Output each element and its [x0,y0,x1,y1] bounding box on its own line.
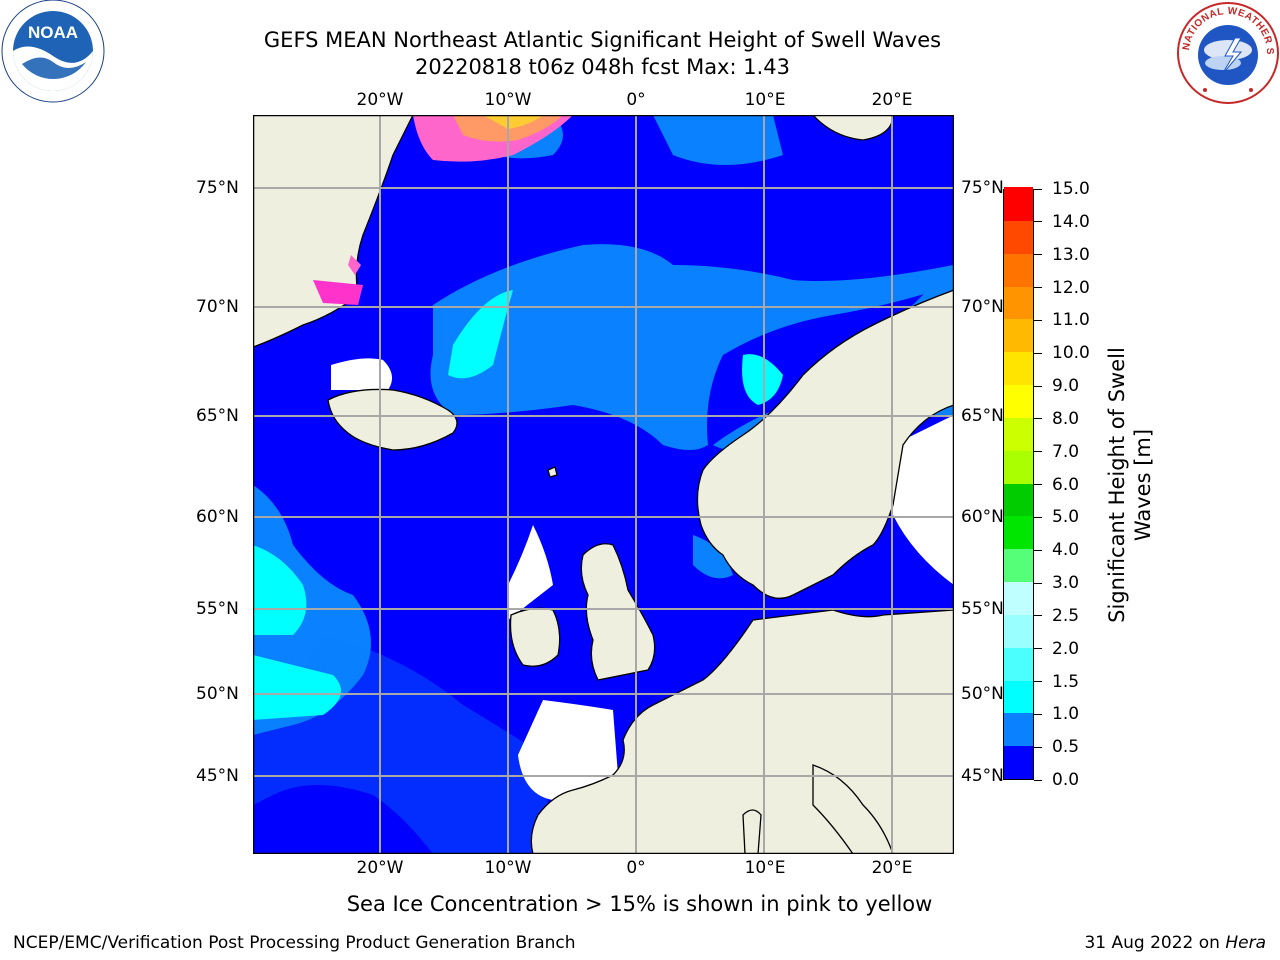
lat-label-left-45n: 45°N [196,766,239,786]
land-masses [253,115,954,854]
sea-ice-note: Sea Ice Concentration > 15% is shown in … [346,892,933,916]
colorbar-tick-label: 13.0 [1052,244,1090,265]
colorbar-tick [1034,681,1042,682]
colorbar-tick [1034,385,1042,387]
lat-label-left-50n: 50°N [196,684,239,704]
lon-label-bottom-20w: 20°W [356,858,404,878]
lon-label-bottom-10e: 10°E [744,858,786,878]
colorbar-segment [1004,515,1033,550]
colorbar-tick [1034,746,1042,748]
colorbar-segment [1004,187,1033,221]
lat-label-right-60n: 60°N [961,507,1004,527]
lat-label-left-65n: 65°N [196,406,239,426]
colorbar-tick-label: 0.5 [1052,737,1080,758]
lat-label-right-45n: 45°N [961,766,1004,786]
colorbar-tick [1034,615,1042,617]
colorbar-segment [1004,285,1033,320]
chart-title: GEFS MEAN Northeast Atlantic Significant… [263,28,942,52]
colorbar-tick [1034,484,1042,485]
colorbar-tick-label: 8.0 [1052,408,1080,429]
map-panel [252,114,955,855]
nws-logo-icon: NATIONAL WEATHER SERVICE [1171,0,1280,106]
colorbar-segment [1004,679,1033,714]
colorbar-tick-label: 1.0 [1052,704,1080,725]
colorbar-title: Significant Height of Swell Waves [m] [1105,347,1155,623]
noaa-logo-icon: NOAA [0,0,106,106]
lon-label-top-10e: 10°E [744,90,786,110]
lat-label-right-50n: 50°N [961,684,1004,704]
gridlines [253,115,954,854]
colorbar-segment [1004,581,1033,615]
lat-label-right-75n: 75°N [961,178,1004,198]
colorbar-tick-label: 2.5 [1052,605,1080,626]
colorbar-tick [1034,188,1042,190]
colorbar-tick-label: 11.0 [1052,310,1090,331]
lon-label-bottom-10w: 10°W [484,858,532,878]
colorbar-tick-label: 2.0 [1052,638,1080,659]
colorbar-tick-label: 9.0 [1052,376,1080,396]
colorbar-tick [1034,582,1042,584]
colorbar-tick-label: 7.0 [1052,441,1080,462]
colorbar [1003,187,1034,780]
colorbar-segment [1004,220,1033,254]
lon-label-top-20w: 20°W [356,90,404,110]
lat-label-left-60n: 60°N [196,507,239,527]
colorbar-tick [1034,352,1042,354]
map-svg [252,114,955,855]
footer-branch: NCEP/EMC/Verification Post Processing Pr… [13,933,576,953]
colorbar-tick-label: 5.0 [1052,507,1080,528]
colorbar-segment [1004,417,1033,451]
footer-date-text: 31 Aug 2022 on [1084,933,1226,953]
lat-label-left-70n: 70°N [196,297,239,317]
lon-label-top-0: 0° [626,90,646,110]
colorbar-segment [1004,548,1033,582]
colorbar-segment [1004,647,1033,681]
lat-label-right-65n: 65°N [961,406,1004,426]
colorbar-segment [1004,384,1033,418]
colorbar-tick [1034,418,1042,420]
footer-date: 31 Aug 2022 on Hera [1084,933,1266,953]
colorbar-segment [1004,351,1033,385]
map-frame [252,114,955,855]
lat-label-right-55n: 55°N [961,599,1004,619]
colorbar-tick-label: 3.0 [1052,573,1080,593]
colorbar-segment [1004,253,1033,287]
colorbar-tick [1034,648,1042,650]
colorbar-tick-label: 10.0 [1052,343,1090,364]
colorbar-tick [1034,254,1042,256]
colorbar-tick-label: 0.0 [1052,770,1080,790]
noaa-logo-text: NOAA [28,23,78,42]
colorbar-tick-label: 4.0 [1052,540,1080,561]
lon-label-top-20e: 20°E [871,90,913,110]
footer-host: Hera [1225,933,1266,953]
colorbar-segment [1004,318,1033,353]
colorbar-tick-label: 12.0 [1052,277,1090,298]
colorbar-tick-label: 6.0 [1052,474,1080,495]
lon-label-bottom-0: 0° [626,858,646,878]
colorbar-tick [1034,516,1042,518]
colorbar-tick [1034,713,1042,715]
chart-subtitle: 20220818 t06z 048h fcst Max: 1.43 [415,55,790,79]
colorbar-tick [1034,451,1042,453]
lat-label-left-75n: 75°N [196,178,239,198]
lon-label-top-10w: 10°W [484,90,532,110]
colorbar-segment [1004,712,1033,747]
colorbar-tick-label: 1.5 [1052,671,1080,692]
colorbar-tick [1034,319,1042,321]
lon-label-bottom-20e: 20°E [871,858,913,878]
lat-label-left-55n: 55°N [196,599,239,619]
colorbar-segment [1004,745,1033,779]
colorbar-tick [1034,779,1042,781]
colorbar-segment [1004,482,1033,517]
colorbar-tick [1034,221,1042,223]
colorbar-tick [1034,287,1042,288]
colorbar-segment [1004,614,1033,648]
lat-label-right-70n: 70°N [961,297,1004,317]
colorbar-segment [1004,450,1033,484]
colorbar-tick-label: 15.0 [1052,179,1090,199]
swell-band-1-0 [253,290,783,720]
colorbar-tick-label: 14.0 [1052,211,1090,232]
colorbar-tick [1034,549,1042,551]
